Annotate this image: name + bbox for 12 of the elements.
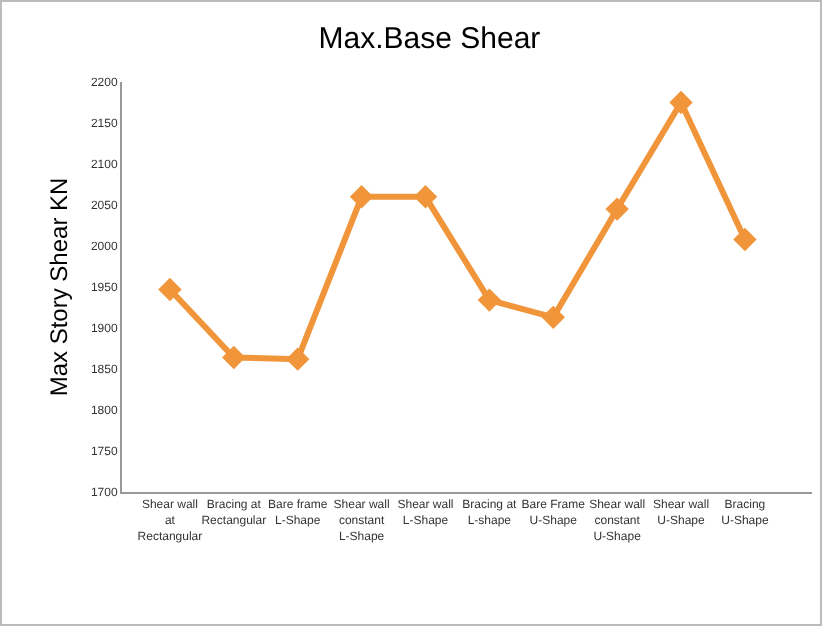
point	[413, 185, 438, 209]
point	[158, 277, 182, 302]
y-axis-title: Max Story Shear KN	[45, 177, 74, 397]
chart-title: Max.Base Shear	[318, 22, 541, 57]
point	[222, 345, 246, 370]
point	[477, 288, 502, 312]
point	[286, 347, 310, 371]
point	[669, 90, 693, 115]
point	[605, 197, 629, 221]
point	[733, 227, 757, 252]
point	[349, 185, 374, 209]
point	[541, 305, 565, 330]
